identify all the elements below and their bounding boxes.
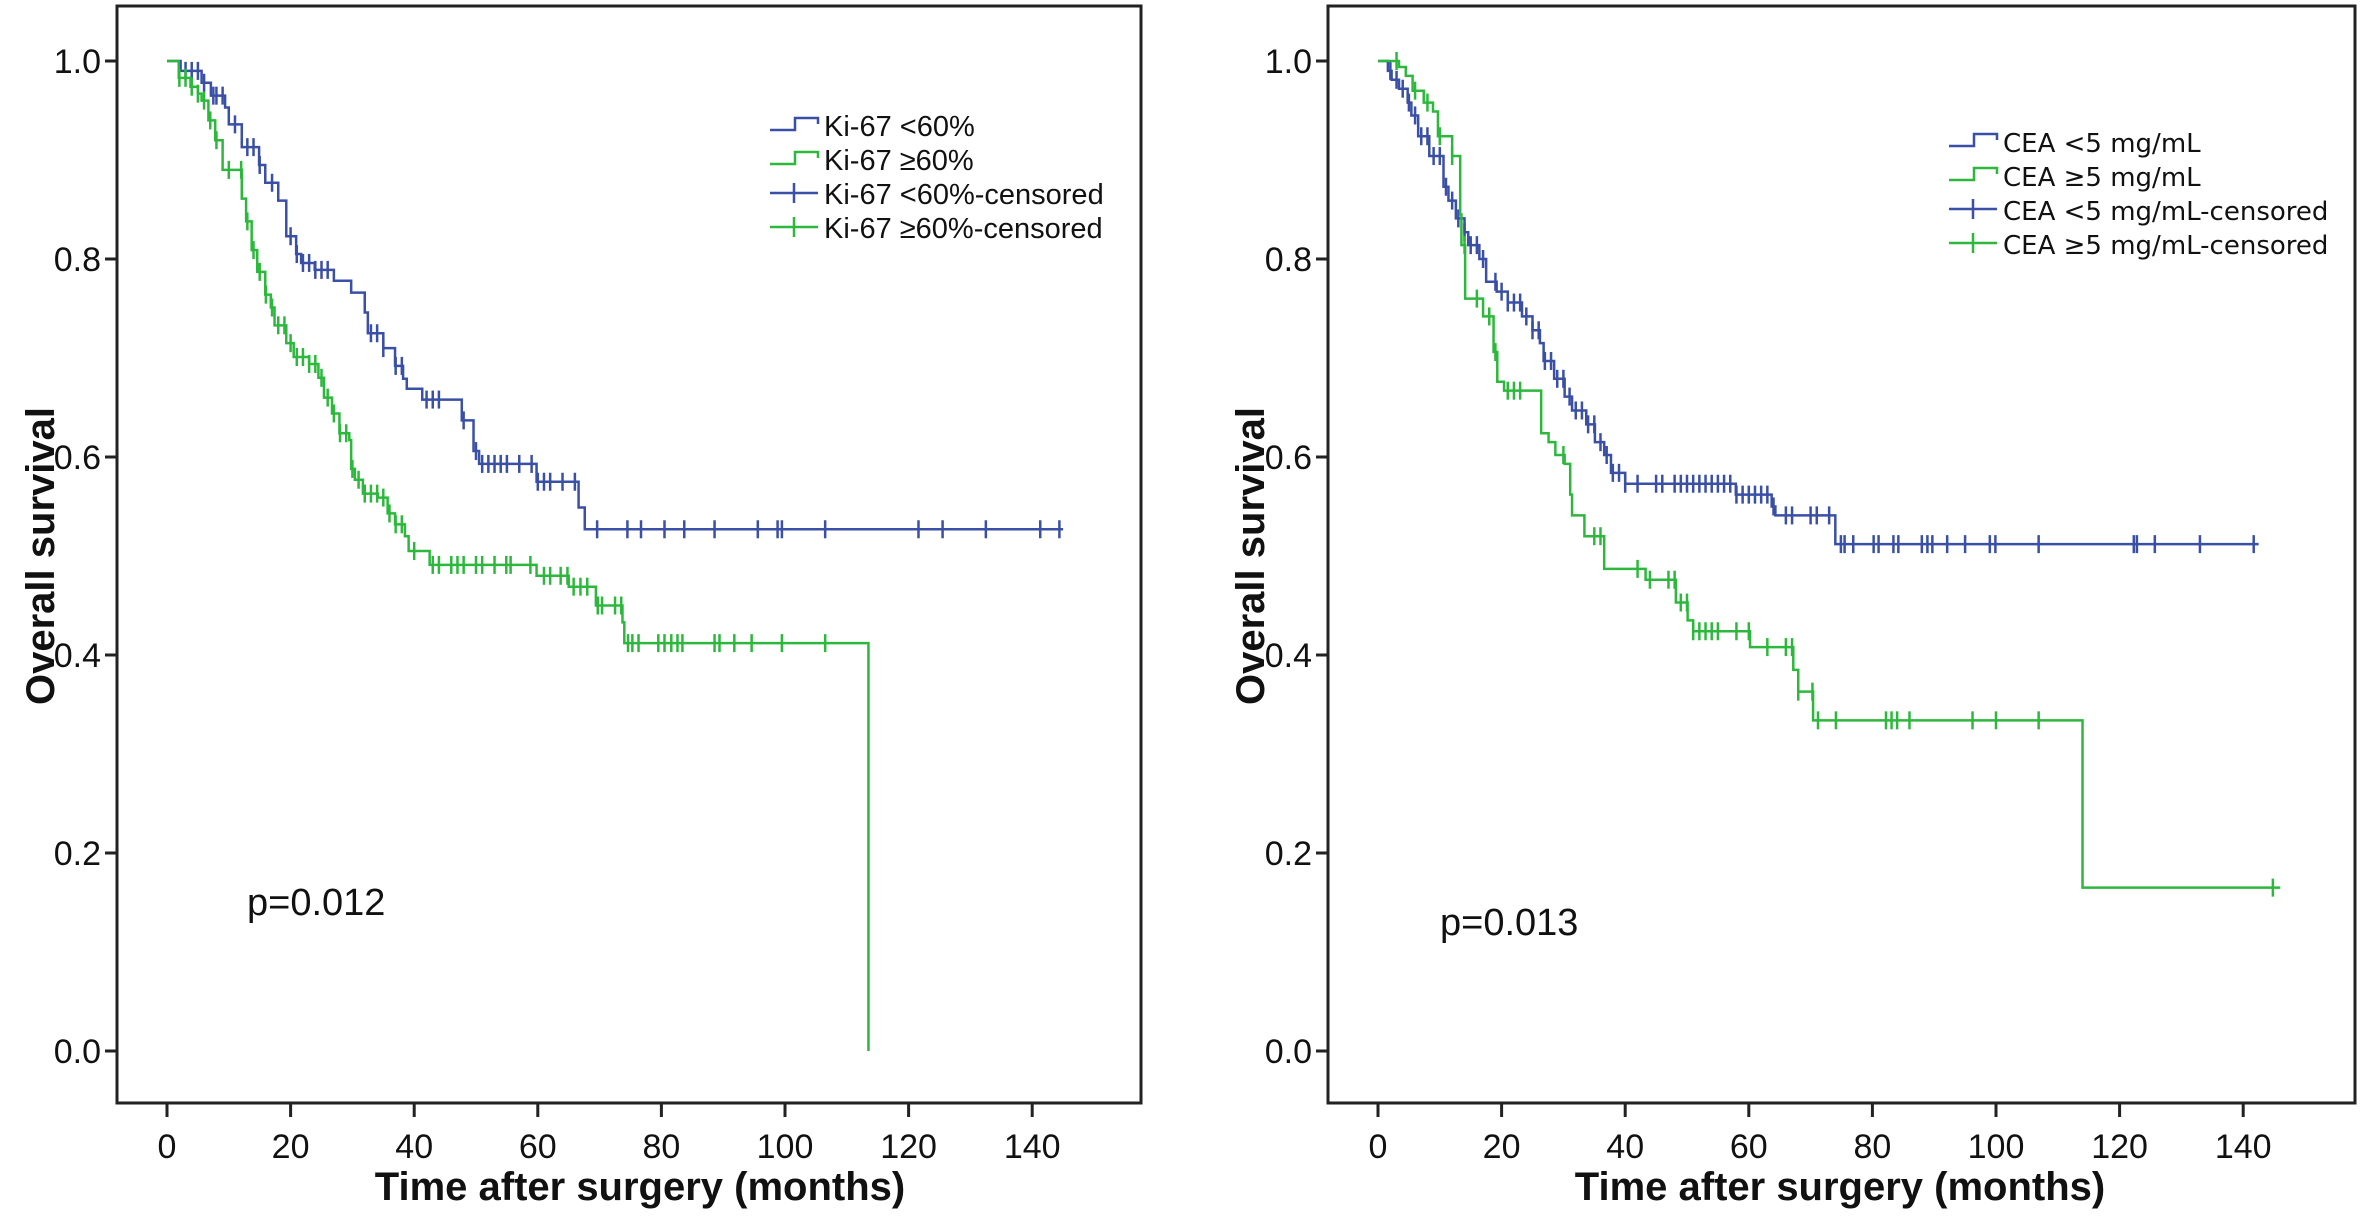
legend-label: Ki-67 <60%: [824, 111, 975, 143]
legend-label: Ki-67 ≥60%: [824, 145, 974, 177]
legend-label: CEA ≥5 mg/mL: [2003, 163, 2201, 193]
legend-item: Ki-67 ≥60%: [770, 145, 974, 177]
x-tick-label: 100: [757, 1128, 814, 1166]
y-tick-label: 0.6: [54, 439, 101, 477]
x-tick-label: 140: [1004, 1128, 1061, 1166]
x-tick-label: 60: [1730, 1128, 1768, 1166]
y-tick-label: 0.4: [54, 637, 101, 675]
y-tick-label: 0.6: [1265, 439, 1312, 477]
legend-label: Ki-67 ≥60%-censored: [824, 213, 1103, 245]
y-axis-title: Overall survival: [19, 407, 63, 705]
x-tick-label: 140: [2215, 1128, 2272, 1166]
legend-item: Ki-67 <60%: [770, 111, 975, 143]
y-tick-label: 0.2: [54, 835, 101, 873]
legend-item: CEA <5 mg/mL: [1949, 129, 2201, 159]
x-tick-label: 0: [1369, 1128, 1388, 1166]
legend-label: CEA ≥5 mg/mL-censored: [2003, 231, 2328, 261]
x-tick-label: 80: [1853, 1128, 1891, 1166]
legend-item: CEA <5 mg/mL-censored: [1949, 197, 2328, 227]
y-tick-label: 0.8: [1265, 241, 1312, 279]
legend-item: CEA ≥5 mg/mL-censored: [1949, 231, 2328, 261]
y-tick-label: 0.0: [1265, 1033, 1312, 1071]
y-tick-label: 1.0: [54, 43, 101, 81]
legend-step-icon: [770, 116, 820, 132]
legend-label: CEA <5 mg/mL: [2003, 129, 2201, 159]
p-value-annotation: p=0.012: [247, 882, 385, 924]
plot-frame: [115, 4, 1143, 1105]
y-tick-label: 0.4: [1265, 637, 1312, 675]
km-plot-ki67: 0.0 0.2 0.4 0.6 0.8 1.0 0 20 40 60 80 100 120 140 Time…: [19, 4, 1143, 1209]
legend-step-icon: [770, 150, 820, 166]
plot-frame: [1326, 4, 2357, 1105]
x-tick-label: 40: [395, 1128, 433, 1166]
x-tick-label: 120: [880, 1128, 937, 1166]
y-axis-title: Overall survival: [1229, 407, 1273, 705]
x-axis-title: Time after surgery (months): [375, 1165, 906, 1209]
survival-curve-1: [1378, 59, 2281, 889]
legend-label: Ki-67 <60%-censored: [824, 179, 1104, 211]
x-tick-label: 20: [1483, 1128, 1521, 1166]
x-axis-title: Time after surgery (months): [1575, 1165, 2106, 1209]
legend-step-icon: [1949, 166, 1999, 182]
y-tick-label: 1.0: [1265, 43, 1312, 81]
y-tick-label: 0.0: [54, 1033, 101, 1071]
x-tick-label: 100: [1968, 1128, 2025, 1166]
legend-label: CEA <5 mg/mL-censored: [2003, 197, 2328, 227]
y-tick-label: 0.2: [1265, 835, 1312, 873]
survival-curve-0: [167, 59, 1064, 531]
km-plot-cea: 0.0 0.2 0.4 0.6 0.8 1.0 0 20 40 60 80 100 120 140 Time…: [1229, 4, 2357, 1209]
legend-step-icon: [1949, 132, 1999, 148]
x-tick-label: 40: [1606, 1128, 1644, 1166]
x-tick-label: 60: [519, 1128, 557, 1166]
legend-item: CEA ≥5 mg/mL: [1949, 163, 2201, 193]
legend-item: Ki-67 ≥60%-censored: [770, 213, 1103, 245]
x-tick-label: 20: [272, 1128, 310, 1166]
legend-item: Ki-67 <60%-censored: [770, 179, 1104, 211]
y-tick-label: 0.8: [54, 241, 101, 279]
x-tick-label: 80: [642, 1128, 680, 1166]
x-tick-label: 0: [158, 1128, 177, 1166]
x-tick-label: 120: [2091, 1128, 2148, 1166]
p-value-annotation: p=0.013: [1440, 902, 1578, 944]
